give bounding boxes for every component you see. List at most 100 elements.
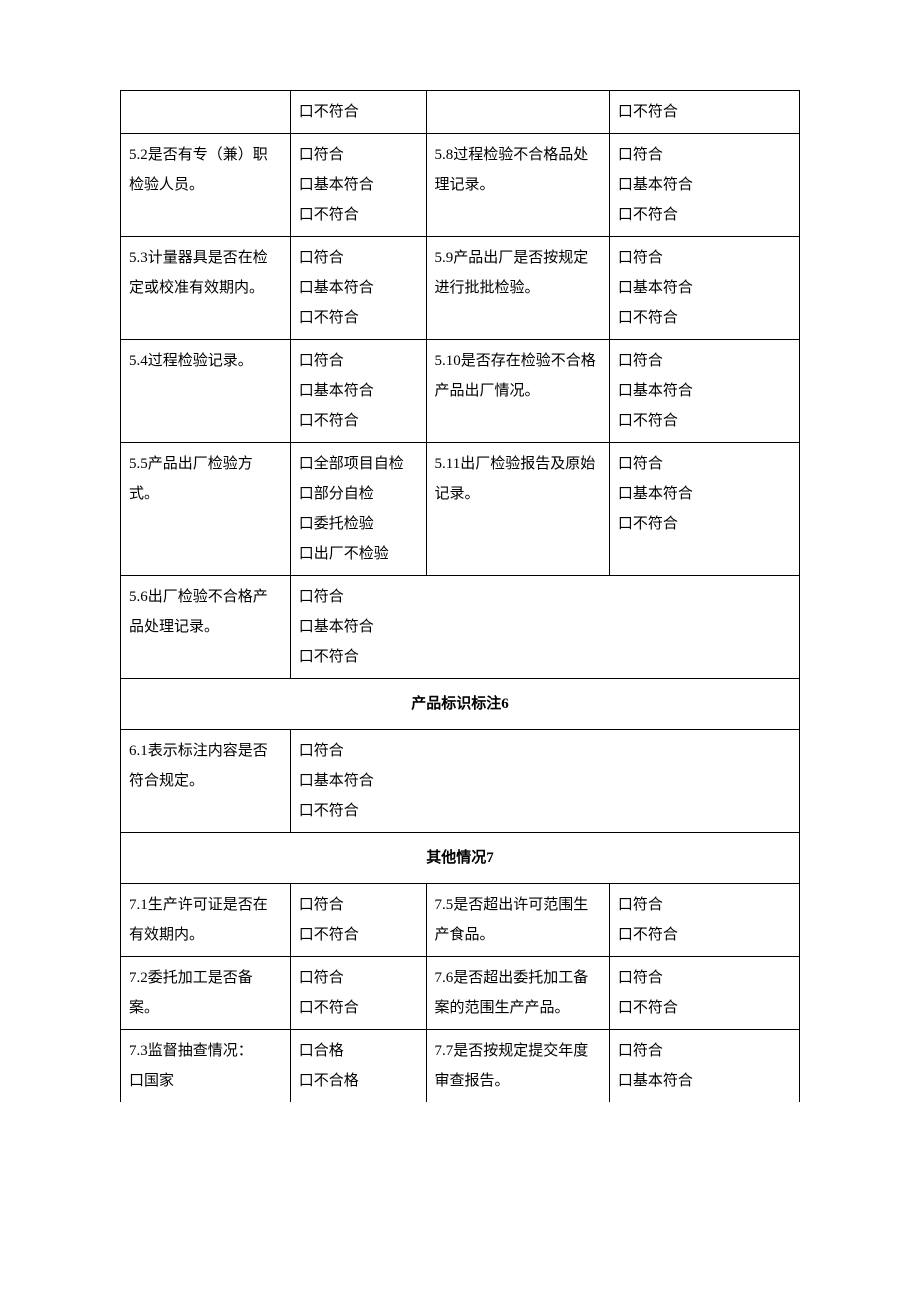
checkbox-icon: 口 [299, 383, 314, 399]
table-row: 5.3计量器具是否在检定或校准有效期内。 口符合 口基本符合 口不符合 5.9产… [121, 237, 800, 340]
option-text: 基本符合 [633, 1073, 693, 1089]
cell-7-7-options: 口符合 口基本符合 [609, 1030, 799, 1103]
table-row: 5.2是否有专（兼）职检验人员。 口符合 口基本符合 口不符合 5.8过程检验不… [121, 134, 800, 237]
section-header-6-text: 产品标识标注6 [121, 679, 800, 730]
cell-7-5-label: 7.5是否超出许可范围生产食品。 [426, 884, 609, 957]
checkbox-icon: 口 [299, 177, 314, 193]
checkbox-icon: 口 [618, 1073, 633, 1089]
cell-7-2-options: 口符合 口不符合 [290, 957, 426, 1030]
checkbox-icon: 口 [618, 1000, 633, 1016]
checkbox-icon: 口 [299, 104, 314, 120]
cell-5-7-opt-cont: 口不符合 [609, 91, 799, 134]
checkbox-icon: 口 [618, 486, 633, 502]
checkbox-icon: 口 [618, 147, 633, 163]
cell-5-5-options: 口全部项目自检 口部分自检 口委托检验 口出厂不检验 [290, 443, 426, 576]
option-text: 不符合 [633, 413, 678, 429]
option-text: 符合 [314, 970, 344, 986]
option-text: 合格 [314, 1043, 344, 1059]
checkbox-icon: 口 [299, 250, 314, 266]
checkbox-icon: 口 [299, 486, 314, 502]
checkbox-icon: 口 [299, 970, 314, 986]
checkbox-icon: 口 [299, 546, 314, 562]
cell-7-6-options: 口符合 口不符合 [609, 957, 799, 1030]
cell-5-3-options: 口符合 口基本符合 口不符合 [290, 237, 426, 340]
option-text: 符合 [314, 897, 344, 913]
table-row: 7.2委托加工是否备 案。 口符合 口不符合 7.6是否超出委托加工备案的范围生… [121, 957, 800, 1030]
cell-5-2-label: 5.2是否有专（兼）职检验人员。 [121, 134, 291, 237]
page-container: 口不符合 口不符合 5.2是否有专（兼）职检验人员。 口符合 口基本符合 口不符… [0, 0, 920, 1202]
checkbox-icon: 口 [618, 353, 633, 369]
cell-7-1-options: 口符合 口不符合 [290, 884, 426, 957]
option-text: 符合 [314, 589, 344, 605]
cell-7-3-label: 7.3监督抽查情况： 口国家 [121, 1030, 291, 1103]
section-header-7-text: 其他情况7 [121, 833, 800, 884]
checkbox-icon: 口 [618, 456, 633, 472]
option-text: 符合 [314, 353, 344, 369]
option-text: 符合 [633, 897, 663, 913]
option-text: 基本符合 [633, 383, 693, 399]
checkbox-icon: 口 [299, 619, 314, 635]
option-text: 符合 [314, 147, 344, 163]
option-text: 基本符合 [314, 177, 374, 193]
cell-5-5-label: 5.5产品出厂检验方 式。 [121, 443, 291, 576]
option-text: 不符合 [633, 104, 678, 120]
checkbox-icon: 口 [299, 773, 314, 789]
checkbox-icon: 口 [299, 516, 314, 532]
option-text: 基本符合 [314, 383, 374, 399]
option-text: 不符合 [633, 1000, 678, 1016]
cell-5-8-label: 5.8过程检验不合格品处理记录。 [426, 134, 609, 237]
checkbox-icon: 口 [299, 310, 314, 326]
checkbox-icon: 口 [299, 147, 314, 163]
cell-6-1-label: 6.1表示标注内容是否符合规定。 [121, 730, 291, 833]
option-text: 符合 [633, 456, 663, 472]
option-text: 全部项目自检 [314, 456, 404, 472]
option-text: 不符合 [314, 927, 359, 943]
cell-6-1-options: 口符合 口基本符合 口不符合 [290, 730, 799, 833]
option-text: 委托检验 [314, 516, 374, 532]
cell-7-3-options: 口合格 口不合格 [290, 1030, 426, 1103]
checkbox-icon: 口 [299, 803, 314, 819]
cell-5-6-options: 口符合 口基本符合 口不符合 [290, 576, 799, 679]
option-text: 基本符合 [314, 773, 374, 789]
table-row: 7.3监督抽查情况： 口国家 口合格 口不合格 7.7是否按规定提交年度审查报告… [121, 1030, 800, 1103]
checkbox-icon: 口 [299, 927, 314, 943]
checkbox-icon: 口 [618, 1043, 633, 1059]
checkbox-icon: 口 [299, 649, 314, 665]
checkbox-icon: 口 [618, 207, 633, 223]
option-text: 符合 [633, 147, 663, 163]
option-text: 不符合 [314, 207, 359, 223]
option-text: 不符合 [633, 310, 678, 326]
inspection-table: 口不符合 口不符合 5.2是否有专（兼）职检验人员。 口符合 口基本符合 口不符… [120, 90, 800, 1102]
checkbox-icon: 口 [299, 1073, 314, 1089]
checkbox-icon: 口 [299, 1000, 314, 1016]
checkbox-icon: 口 [299, 456, 314, 472]
cell-5-4-options: 口符合 口基本符合 口不符合 [290, 340, 426, 443]
option-text: 基本符合 [314, 619, 374, 635]
checkbox-icon: 口 [299, 589, 314, 605]
option-text: 基本符合 [314, 280, 374, 296]
option-text: 不合格 [314, 1073, 359, 1089]
cell-7-3-title: 7.3监督抽查情况： [129, 1036, 282, 1066]
cell-5-9-options: 口符合 口基本符合 口不符合 [609, 237, 799, 340]
option-text: 不符合 [314, 1000, 359, 1016]
checkbox-icon: 口 [299, 353, 314, 369]
cell-5-8-options: 口符合 口基本符合 口不符合 [609, 134, 799, 237]
table-row: 5.5产品出厂检验方 式。 口全部项目自检 口部分自检 口委托检验 口出厂不检验… [121, 443, 800, 576]
table-row: 5.4过程检验记录。 口符合 口基本符合 口不符合 5.10是否存在检验不合格产… [121, 340, 800, 443]
option-text: 不符合 [314, 310, 359, 326]
option-text: 不符合 [633, 927, 678, 943]
option-text: 基本符合 [633, 486, 693, 502]
section-header-6: 产品标识标注6 [121, 679, 800, 730]
cell-5-11-label: 5.11出厂检验报告及原始记录。 [426, 443, 609, 576]
checkbox-icon: 口 [618, 897, 633, 913]
option-text: 部分自检 [314, 486, 374, 502]
table-row: 口不符合 口不符合 [121, 91, 800, 134]
option-text: 不符合 [314, 649, 359, 665]
checkbox-icon: 口 [618, 516, 633, 532]
table-row: 6.1表示标注内容是否符合规定。 口符合 口基本符合 口不符合 [121, 730, 800, 833]
option-text: 符合 [633, 1043, 663, 1059]
option-text: 不符合 [314, 803, 359, 819]
cell-7-7-label: 7.7是否按规定提交年度审查报告。 [426, 1030, 609, 1103]
option-text: 基本符合 [633, 280, 693, 296]
option-text: 符合 [633, 970, 663, 986]
